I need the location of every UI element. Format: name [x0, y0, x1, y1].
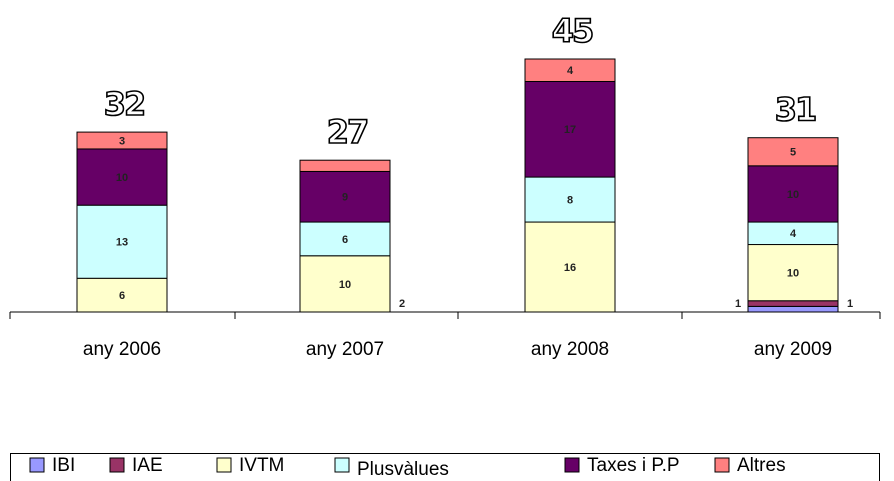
legend-box	[10, 453, 880, 481]
data-label: 2	[399, 298, 405, 310]
legend-label: Taxes i P.P	[587, 455, 680, 476]
bar-segment	[299, 255, 391, 313]
data-label: 1	[735, 298, 741, 310]
data-label: 10	[787, 189, 799, 201]
data-label: 10	[339, 279, 351, 291]
data-label: 10	[116, 172, 128, 184]
bar-segment	[747, 305, 839, 313]
bar-segment	[524, 58, 616, 82]
data-label: 13	[116, 237, 128, 249]
data-label: 3	[119, 135, 125, 147]
data-label: 9	[342, 192, 348, 204]
legend-label: IBI	[52, 455, 75, 476]
data-label: 17	[564, 124, 576, 136]
legend-label: IAE	[132, 455, 163, 476]
legend-label: IVTM	[239, 455, 284, 476]
legend-swatch	[714, 457, 730, 473]
x-tick-label: any 2007	[306, 339, 384, 360]
total-label: 31	[775, 91, 816, 129]
data-label: 6	[119, 290, 125, 302]
data-label: 4	[790, 228, 797, 240]
data-label: 1	[847, 298, 853, 310]
data-label: 6	[342, 234, 348, 246]
bar-segment	[747, 165, 839, 223]
legend-swatch	[29, 457, 45, 473]
legend-swatch	[564, 457, 580, 473]
data-label: 5	[790, 147, 796, 159]
bar-segment	[76, 131, 168, 150]
total-label: 32	[104, 85, 145, 123]
data-label: 4	[567, 65, 574, 77]
bar-segment	[524, 176, 616, 223]
legend-swatch	[109, 457, 125, 473]
legend-swatch	[334, 457, 350, 473]
bar-segment	[76, 204, 168, 279]
data-label: 8	[567, 194, 573, 206]
data-label: 10	[787, 268, 799, 280]
legend-label: Plusvàlues	[357, 459, 449, 480]
data-label: 16	[564, 262, 576, 274]
legend-swatch	[216, 457, 232, 473]
x-tick-label: any 2009	[754, 339, 832, 360]
bar-segment	[524, 80, 616, 178]
bar-segment	[299, 170, 391, 223]
bar-segment	[299, 159, 391, 172]
x-tick-label: any 2006	[83, 339, 161, 360]
bar-segment	[747, 137, 839, 167]
bar-segment	[747, 300, 839, 307]
bar-segment	[76, 277, 168, 313]
total-label: 27	[327, 113, 368, 151]
legend-label: Altres	[737, 455, 786, 476]
total-label: 45	[552, 12, 593, 50]
bar-segment	[76, 148, 168, 206]
bar-segment	[747, 244, 839, 302]
x-tick-label: any 2008	[531, 339, 609, 360]
